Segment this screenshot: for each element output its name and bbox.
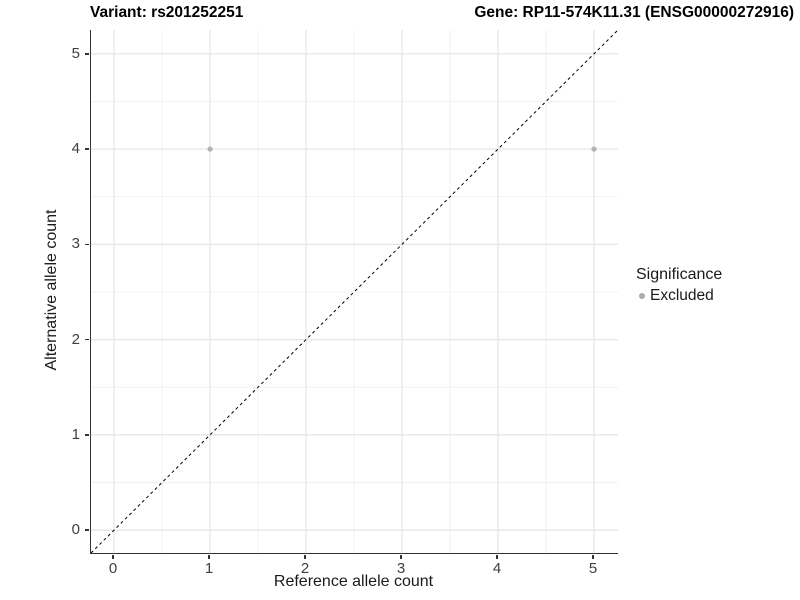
plot-title-gene: Gene: RP11-574K11.31 (ENSG00000272916) (474, 4, 794, 21)
x-tick-label: 1 (204, 560, 214, 577)
legend: Significance Excluded (636, 266, 722, 305)
x-tick-mark (496, 554, 498, 559)
y-tick-mark (84, 338, 89, 341)
y-tick-label: 4 (71, 140, 80, 158)
data-point (591, 146, 597, 152)
legend-entry-excluded: Excluded (636, 287, 722, 305)
legend-title: Significance (636, 266, 723, 283)
data-point (207, 146, 213, 152)
y-tick-mark (84, 53, 89, 55)
x-tick-mark (208, 554, 210, 559)
x-tick-label: 3 (396, 560, 406, 577)
y-tick-label: 1 (71, 425, 80, 443)
scatter-plot-canvas (91, 30, 618, 553)
identity-reference-line (91, 30, 618, 553)
y-tick-label: 3 (71, 235, 80, 253)
x-tick-label: 0 (108, 560, 118, 577)
plot-title-variant: Variant: rs201252251 (90, 4, 244, 21)
x-tick-mark (304, 554, 306, 559)
y-tick-mark (84, 148, 89, 150)
x-tick-mark (592, 554, 594, 559)
y-tick-label: 0 (71, 521, 80, 539)
x-tick-label: 5 (588, 560, 598, 577)
y-tick-mark (84, 434, 89, 436)
y-axis-title: Alternative allele count (43, 209, 60, 371)
legend-entry-label: Excluded (650, 287, 714, 304)
plot-panel (90, 30, 618, 554)
x-tick-label: 2 (300, 560, 310, 577)
x-tick-mark (112, 554, 114, 559)
y-tick-label: 2 (71, 330, 80, 348)
y-tick-mark (84, 529, 89, 531)
x-tick-label: 4 (492, 560, 502, 577)
legend-point-icon (639, 293, 645, 299)
y-tick-mark (84, 243, 89, 246)
y-tick-label: 5 (71, 44, 80, 62)
x-tick-mark (400, 554, 402, 559)
x-axis-title: Reference allele count (273, 573, 434, 590)
